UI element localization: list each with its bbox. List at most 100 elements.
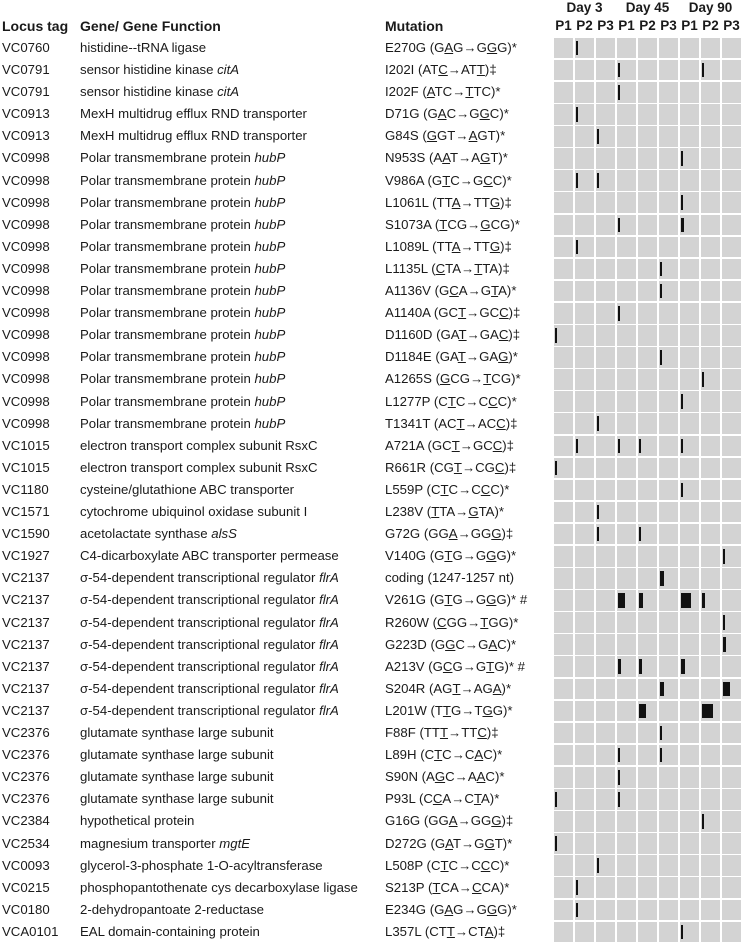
grid-cell (595, 855, 616, 876)
grid-cell (637, 457, 658, 479)
frequency-bar (575, 40, 578, 56)
grid-cell (658, 811, 679, 832)
grid-cell (679, 766, 700, 788)
grid-cell (637, 59, 658, 81)
table-row: VC0093 glycerol-3-phosphate 1-O-acyltrans… (0, 855, 741, 877)
grid-cell (553, 789, 574, 810)
gene-function: MexH multidrug efflux RND transporter (80, 106, 307, 122)
grid-cell (721, 744, 741, 766)
grid-cell (658, 722, 679, 744)
mutation: I202F (ATC→TTC)* (385, 84, 501, 100)
frequency-bar (680, 195, 683, 211)
frequency-bar (680, 438, 683, 454)
grid-cell (658, 899, 679, 921)
grid-cell (637, 214, 658, 236)
grid-cell (721, 258, 741, 280)
grid-cell (721, 59, 741, 81)
locus-tag: VC2137 (2, 636, 50, 652)
locus-tag: VC0998 (2, 415, 50, 431)
grid-cell (595, 634, 616, 655)
grid-cell (637, 391, 658, 412)
grid-cell (616, 545, 637, 567)
grid-cell (553, 877, 574, 899)
grid-cell (616, 921, 637, 943)
locus-tag: VC0791 (2, 62, 50, 78)
grid-cell (595, 413, 616, 434)
grid-cell (679, 236, 700, 258)
grid-cell (721, 811, 741, 832)
table-row: VC1015 electron transport complex subunit… (0, 435, 741, 457)
grid-cell (616, 81, 637, 103)
grid-cell (595, 545, 616, 567)
locus-tag: VC2376 (2, 769, 50, 785)
grid-cell (658, 523, 679, 545)
frequency-bar (575, 107, 578, 122)
grid-cell (637, 523, 658, 545)
locus-tag: VC2137 (2, 702, 50, 718)
grid-cell (679, 148, 700, 169)
grid-cell (595, 590, 616, 611)
frequency-bar (701, 703, 714, 719)
table-row: VC2376 glutamate synthase large subunit L8… (0, 744, 741, 766)
grid-cell (616, 148, 637, 169)
grid-cell (700, 877, 721, 899)
grid-cell (553, 523, 574, 545)
grid-cell (721, 545, 741, 567)
grid-cell (616, 523, 637, 545)
grid-cell (574, 501, 595, 523)
grid-cell (658, 833, 679, 854)
grid-cell (574, 104, 595, 125)
grid-cell (658, 170, 679, 191)
grid-cell (595, 170, 616, 191)
grid-cell (595, 656, 616, 678)
grid-cell (658, 148, 679, 169)
table-row: VC0998 Polar transmembrane protein hubP A1… (0, 280, 741, 302)
grid-cell (679, 457, 700, 479)
grid-cell (553, 325, 574, 346)
grid-cell (553, 744, 574, 766)
grid-cell (679, 37, 700, 59)
frequency-bar (554, 328, 557, 343)
frequency-bar (701, 814, 704, 829)
grid-cell (700, 744, 721, 766)
grid-cell (574, 302, 595, 324)
table-row: VC0180 2-dehydropantoate 2-reductase E234G… (0, 899, 741, 921)
grid-cell (679, 347, 700, 368)
grid-cell (595, 744, 616, 766)
grid-cell (616, 766, 637, 788)
grid-cell (616, 325, 637, 346)
grid-cell (616, 501, 637, 523)
mutation: P93L (CCA→CTA)* (385, 791, 500, 807)
grid-cell (721, 766, 741, 788)
grid-cell (574, 325, 595, 346)
grid-cell (658, 789, 679, 810)
grid-cell (616, 214, 637, 236)
grid-cell (574, 899, 595, 921)
grid-cell (595, 325, 616, 346)
grid-cell (700, 148, 721, 169)
locus-tag: VC0998 (2, 283, 50, 299)
grid-cell (595, 369, 616, 390)
locus-tag: VC1180 (2, 481, 49, 497)
locus-tag: VC0998 (2, 150, 50, 166)
grid-cell (574, 921, 595, 943)
grid-cell (553, 104, 574, 125)
grid-cell (679, 170, 700, 191)
grid-cell (700, 457, 721, 479)
grid-cell (553, 855, 574, 876)
locus-tag: VC0998 (2, 216, 50, 232)
grid-cell (658, 258, 679, 280)
grid-cell (553, 435, 574, 457)
mutation: L238V (TTA→GTA)* (385, 504, 504, 520)
grid-cell (679, 214, 700, 236)
grid-cell (574, 811, 595, 832)
grid-cell (721, 877, 741, 899)
table-row: VC0998 Polar transmembrane protein hubP N9… (0, 147, 741, 169)
population-label: P3 (660, 18, 677, 33)
grid-cell (574, 457, 595, 479)
mutation: A1136V (GCA→GTA)* (385, 283, 517, 299)
grid-cell (595, 833, 616, 854)
table-row: VC2137 σ-54-dependent transcriptional reg… (0, 612, 741, 634)
frequency-bar (617, 792, 620, 807)
grid-cell (700, 81, 721, 103)
